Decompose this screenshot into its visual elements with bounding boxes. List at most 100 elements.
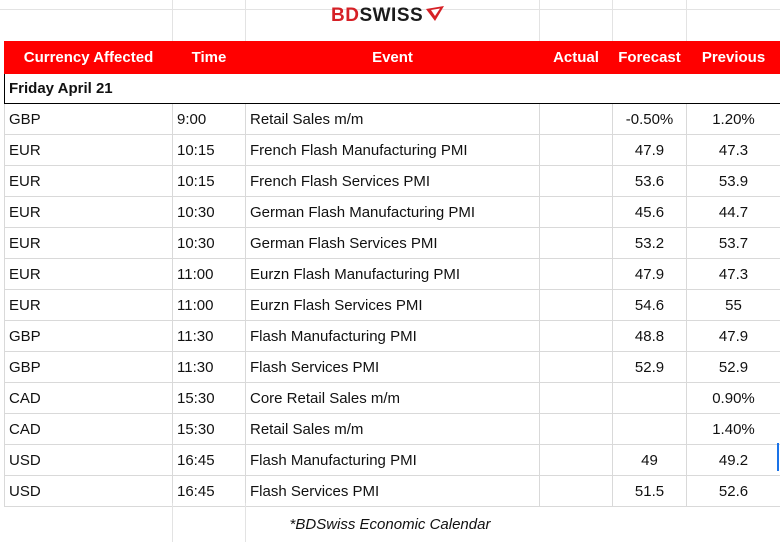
cell-time: 11:00 (172, 289, 246, 321)
cell-currency: EUR (4, 289, 173, 321)
logo-text-bd: BD (331, 5, 360, 26)
cell-forecast: 45.6 (612, 196, 687, 228)
cell-event: Flash Services PMI (245, 351, 540, 383)
cell-currency: GBP (4, 320, 173, 352)
cell-actual (539, 475, 613, 507)
cell-previous: 1.20% (686, 103, 780, 135)
cell-previous: 52.9 (686, 351, 780, 383)
cell-event: French Flash Services PMI (245, 165, 540, 197)
header-time: Time (172, 41, 246, 74)
cell-event: Eurzn Flash Manufacturing PMI (245, 258, 540, 290)
table-row: EUR 10:15 French Flash Manufacturing PMI 47… (4, 134, 780, 166)
date-label: Friday April 21 (4, 73, 780, 104)
table-row: EUR 11:00 Eurzn Flash Services PMI 54.6 55 (4, 289, 780, 321)
table-row: CAD 15:30 Retail Sales m/m 1.40% (4, 413, 780, 445)
table-row: EUR 10:30 German Flash Services PMI 53.2 53.… (4, 227, 780, 259)
cell-forecast: 47.9 (612, 134, 687, 166)
cell-time: 15:30 (172, 382, 246, 414)
cell-time: 11:30 (172, 351, 246, 383)
cell-forecast: 52.9 (612, 351, 687, 383)
header-row: Currency Affected Time Event Actual Fore… (4, 41, 780, 74)
sheet-gridline (172, 0, 173, 41)
table-row: GBP 9:00 Retail Sales m/m -0.50% 1.20% (4, 103, 780, 135)
cell-forecast (612, 413, 687, 445)
cell-previous: 44.7 (686, 196, 780, 228)
cell-currency: CAD (4, 413, 173, 445)
cell-time: 11:00 (172, 258, 246, 290)
cell-forecast: -0.50% (612, 103, 687, 135)
cell-event: Flash Manufacturing PMI (245, 444, 540, 476)
cell-time: 16:45 (172, 444, 246, 476)
cell-currency: EUR (4, 134, 173, 166)
sheet-gridline (686, 0, 687, 41)
cell-previous: 53.9 (686, 165, 780, 197)
header-currency: Currency Affected (4, 41, 173, 74)
cell-currency: GBP (4, 103, 173, 135)
cell-previous: 52.6 (686, 475, 780, 507)
cell-selection-marker (777, 443, 779, 471)
cell-actual (539, 289, 613, 321)
header-event: Event (245, 41, 540, 74)
logo-text-swiss: SWISS (359, 5, 424, 26)
cell-actual (539, 196, 613, 228)
table-row: EUR 10:15 French Flash Services PMI 53.6 53.… (4, 165, 780, 197)
cell-time: 10:15 (172, 134, 246, 166)
cell-actual (539, 134, 613, 166)
cell-actual (539, 258, 613, 290)
cell-forecast: 49 (612, 444, 687, 476)
sheet-gridline (245, 0, 246, 41)
cell-currency: USD (4, 475, 173, 507)
table-row: EUR 11:00 Eurzn Flash Manufacturing PMI 47.… (4, 258, 780, 290)
source-caption: *BDSwiss Economic Calendar (289, 516, 491, 533)
table-row: GBP 11:30 Flash Manufacturing PMI 48.8 47.9 (4, 320, 780, 352)
cell-time: 11:30 (172, 320, 246, 352)
cell-event: Flash Services PMI (245, 475, 540, 507)
economic-calendar-table: Currency Affected Time Event Actual Fore… (4, 41, 780, 507)
table-row: CAD 15:30 Core Retail Sales m/m 0.90% (4, 382, 780, 414)
sheet-gridline (172, 503, 173, 542)
logo-swoosh-icon (425, 5, 445, 28)
cell-previous: 49.2 (686, 444, 780, 476)
cell-previous: 1.40% (686, 413, 780, 445)
cell-time: 9:00 (172, 103, 246, 135)
cell-time: 15:30 (172, 413, 246, 445)
cell-actual (539, 444, 613, 476)
cell-previous: 47.9 (686, 320, 780, 352)
cell-previous: 47.3 (686, 134, 780, 166)
cell-actual (539, 165, 613, 197)
cell-event: Eurzn Flash Services PMI (245, 289, 540, 321)
date-row: Friday April 21 (4, 73, 780, 104)
bdswiss-logo: BD SWISS (331, 4, 445, 28)
sheet-gridline (539, 0, 540, 41)
cell-event: Retail Sales m/m (245, 103, 540, 135)
header-forecast: Forecast (612, 41, 687, 74)
cell-event: Flash Manufacturing PMI (245, 320, 540, 352)
cell-actual (539, 351, 613, 383)
table-row: GBP 11:30 Flash Services PMI 52.9 52.9 (4, 351, 780, 383)
cell-currency: CAD (4, 382, 173, 414)
cell-time: 10:30 (172, 227, 246, 259)
cell-forecast: 47.9 (612, 258, 687, 290)
sheet-gridline (0, 9, 780, 10)
table-row: EUR 10:30 German Flash Manufacturing PMI 45… (4, 196, 780, 228)
cell-currency: GBP (4, 351, 173, 383)
cell-currency: USD (4, 444, 173, 476)
cell-actual (539, 227, 613, 259)
cell-forecast: 51.5 (612, 475, 687, 507)
sheet-gridline (245, 503, 246, 542)
cell-actual (539, 103, 613, 135)
cell-currency: EUR (4, 258, 173, 290)
cell-event: French Flash Manufacturing PMI (245, 134, 540, 166)
cell-forecast (612, 382, 687, 414)
header-previous: Previous (686, 41, 780, 74)
cell-forecast: 53.2 (612, 227, 687, 259)
cell-forecast: 54.6 (612, 289, 687, 321)
cell-previous: 55 (686, 289, 780, 321)
cell-event: German Flash Manufacturing PMI (245, 196, 540, 228)
cell-previous: 53.7 (686, 227, 780, 259)
cell-previous: 0.90% (686, 382, 780, 414)
cell-previous: 47.3 (686, 258, 780, 290)
cell-event: Retail Sales m/m (245, 413, 540, 445)
table-row: USD 16:45 Flash Services PMI 51.5 52.6 (4, 475, 780, 507)
cell-forecast: 48.8 (612, 320, 687, 352)
